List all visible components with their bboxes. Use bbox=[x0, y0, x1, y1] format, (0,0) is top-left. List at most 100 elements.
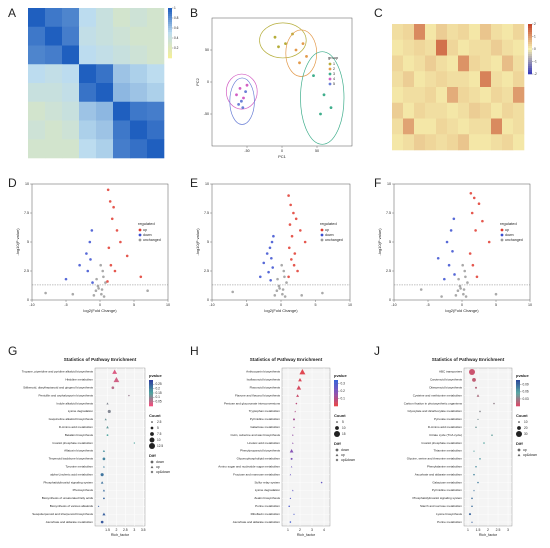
x-axis-label: Rich_factor bbox=[111, 533, 130, 537]
point bbox=[453, 273, 456, 276]
heatmap-cell bbox=[458, 55, 470, 72]
heatmap-cell bbox=[62, 26, 80, 46]
heatmap-cell bbox=[130, 26, 148, 46]
point bbox=[111, 386, 115, 390]
heatmap-cell bbox=[79, 45, 97, 65]
point bbox=[305, 55, 308, 58]
y-tick-label: Ascorbate and aldarate metabolism bbox=[233, 520, 281, 524]
colorbar-label: 2 bbox=[534, 22, 536, 26]
point bbox=[293, 426, 295, 428]
shape-legend-mark bbox=[517, 453, 521, 457]
x-tick-label: -10 bbox=[391, 303, 396, 307]
colorbar-step bbox=[516, 380, 520, 382]
heatmap-cell bbox=[513, 102, 525, 119]
point bbox=[238, 87, 242, 90]
heatmap-cell bbox=[458, 134, 470, 151]
heatmap-cell bbox=[414, 24, 426, 41]
shape-legend-label: up&down bbox=[523, 453, 537, 457]
point bbox=[90, 229, 94, 232]
legend-title: Count bbox=[334, 413, 346, 418]
x-tick-label: 4 bbox=[323, 528, 325, 532]
chart-title: Statistics of Pathway Enrichment bbox=[432, 357, 505, 362]
legend-label: 1 bbox=[333, 62, 335, 66]
point bbox=[273, 294, 277, 297]
point bbox=[107, 246, 111, 250]
size-legend-mark bbox=[150, 432, 154, 436]
point bbox=[110, 217, 114, 221]
heatmap-cell bbox=[480, 118, 492, 135]
point bbox=[298, 377, 302, 382]
heatmap-cell bbox=[130, 64, 148, 84]
heatmap-cell bbox=[403, 118, 415, 135]
point bbox=[235, 93, 238, 97]
legend-swatch bbox=[500, 228, 504, 232]
heatmap-cell bbox=[458, 24, 470, 41]
x-tick-label: 0 bbox=[99, 303, 101, 307]
point bbox=[269, 278, 272, 282]
colorbar-step bbox=[168, 16, 172, 19]
point bbox=[471, 505, 473, 508]
heatmap-cell bbox=[403, 24, 415, 41]
point bbox=[96, 284, 100, 288]
shape-legend-label: up bbox=[523, 448, 527, 452]
x-tick-label: 10 bbox=[528, 303, 532, 307]
heatmap-cell bbox=[436, 87, 448, 104]
y-tick-label: 50 bbox=[205, 48, 209, 52]
colorbar-step bbox=[168, 18, 172, 21]
heatmap-cell bbox=[502, 71, 514, 88]
y-tick-label: Photosynthesis bbox=[73, 488, 94, 492]
colorbar-label: 0.2 bbox=[174, 46, 179, 50]
x-tick-label: -10 bbox=[209, 303, 214, 307]
point bbox=[278, 287, 281, 290]
heatmap-cell bbox=[414, 134, 426, 151]
y-tick-label: 2.5 bbox=[204, 269, 209, 273]
colorbar-step bbox=[149, 381, 153, 383]
point bbox=[104, 281, 107, 284]
point bbox=[146, 289, 149, 293]
heatmap-cell bbox=[147, 101, 165, 121]
legend-label: unchanged bbox=[325, 238, 343, 242]
point bbox=[466, 281, 469, 284]
y-tick-label: Pyrimidine metabolism bbox=[432, 488, 463, 492]
colorbar-step bbox=[149, 396, 153, 399]
y-tick-label: Inositol phosphate metabolism bbox=[421, 441, 462, 445]
point bbox=[494, 292, 498, 296]
colorbar-label: 0.3 bbox=[341, 382, 346, 386]
plot-frame bbox=[281, 367, 331, 527]
y-tick-label: Carotenoid biosynthesis bbox=[430, 378, 463, 382]
heatmap-cell bbox=[130, 120, 148, 140]
plot-frame bbox=[31, 183, 169, 301]
point bbox=[128, 394, 130, 397]
point bbox=[477, 418, 479, 420]
heatmap-cell bbox=[79, 101, 97, 121]
point bbox=[320, 481, 323, 484]
heatmap-cell bbox=[513, 55, 525, 72]
colorbar-step bbox=[528, 34, 532, 37]
colorbar-step bbox=[516, 389, 520, 391]
heatmap-cell bbox=[403, 102, 415, 119]
point bbox=[468, 513, 472, 516]
heatmap-cell bbox=[491, 71, 503, 88]
heatmap-cell bbox=[79, 120, 97, 140]
y-tick-label: Anthocyanin biosynthesis bbox=[246, 370, 280, 374]
heatmap-cell bbox=[79, 83, 97, 103]
size-legend-mark bbox=[334, 431, 340, 437]
colorbar-step bbox=[149, 404, 153, 407]
x-tick-label: 3 bbox=[311, 528, 313, 532]
x-tick-label: -10 bbox=[29, 303, 34, 307]
y-tick-label: Purine metabolism bbox=[255, 504, 280, 508]
point bbox=[113, 376, 120, 383]
point bbox=[71, 292, 75, 296]
colorbar-step bbox=[168, 42, 172, 45]
point bbox=[272, 234, 275, 238]
y-tick-label: 0 bbox=[27, 298, 29, 302]
legend-title: group bbox=[328, 55, 339, 60]
heatmap-cell bbox=[147, 120, 165, 140]
colorbar-step bbox=[149, 380, 153, 382]
colorbar-step bbox=[516, 393, 520, 395]
legend-title: Count bbox=[149, 413, 161, 418]
heatmap-cell bbox=[513, 134, 525, 151]
point bbox=[100, 292, 103, 296]
y-tick-label: Phosphatidylinositol signaling system bbox=[43, 480, 93, 484]
